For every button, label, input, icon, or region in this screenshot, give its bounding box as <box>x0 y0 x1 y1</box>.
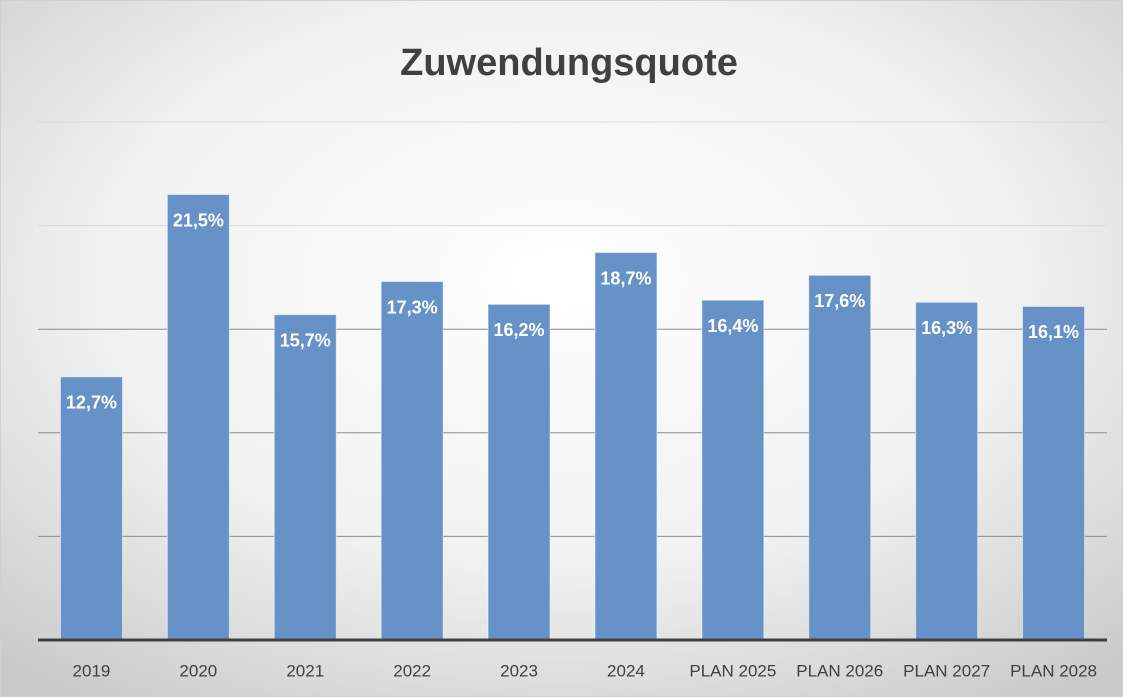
bar <box>166 194 230 641</box>
bar <box>487 303 551 641</box>
x-tick-label: 2019 <box>73 661 111 680</box>
value-label: 12,7% <box>66 393 117 413</box>
value-label: 16,1% <box>1028 322 1079 342</box>
x-tick-label: 2022 <box>393 661 431 680</box>
chart-title: Zuwendungsquote <box>400 42 738 84</box>
x-tick-label: 2023 <box>500 661 538 680</box>
bar <box>808 274 872 641</box>
x-tick-label: PLAN 2027 <box>903 661 990 680</box>
value-label: 17,3% <box>387 297 438 317</box>
value-label: 21,5% <box>173 210 224 230</box>
x-tick-label: PLAN 2025 <box>689 661 776 680</box>
value-label: 18,7% <box>600 268 651 288</box>
bar <box>1022 305 1086 641</box>
value-label: 17,6% <box>814 291 865 311</box>
value-label: 15,7% <box>280 330 331 350</box>
bar <box>59 376 123 641</box>
bar <box>273 314 337 641</box>
value-label: 16,2% <box>494 320 545 340</box>
bar <box>915 301 979 641</box>
x-tick-label: 2024 <box>607 661 645 680</box>
x-tick-label: 2021 <box>286 661 324 680</box>
bar <box>380 281 444 641</box>
x-tick-label: PLAN 2026 <box>796 661 883 680</box>
value-label: 16,3% <box>921 318 972 338</box>
x-tick-label: PLAN 2028 <box>1010 661 1097 680</box>
bar <box>701 299 765 641</box>
value-label: 16,4% <box>707 316 758 336</box>
x-tick-label: 2020 <box>179 661 217 680</box>
bar <box>594 252 658 641</box>
